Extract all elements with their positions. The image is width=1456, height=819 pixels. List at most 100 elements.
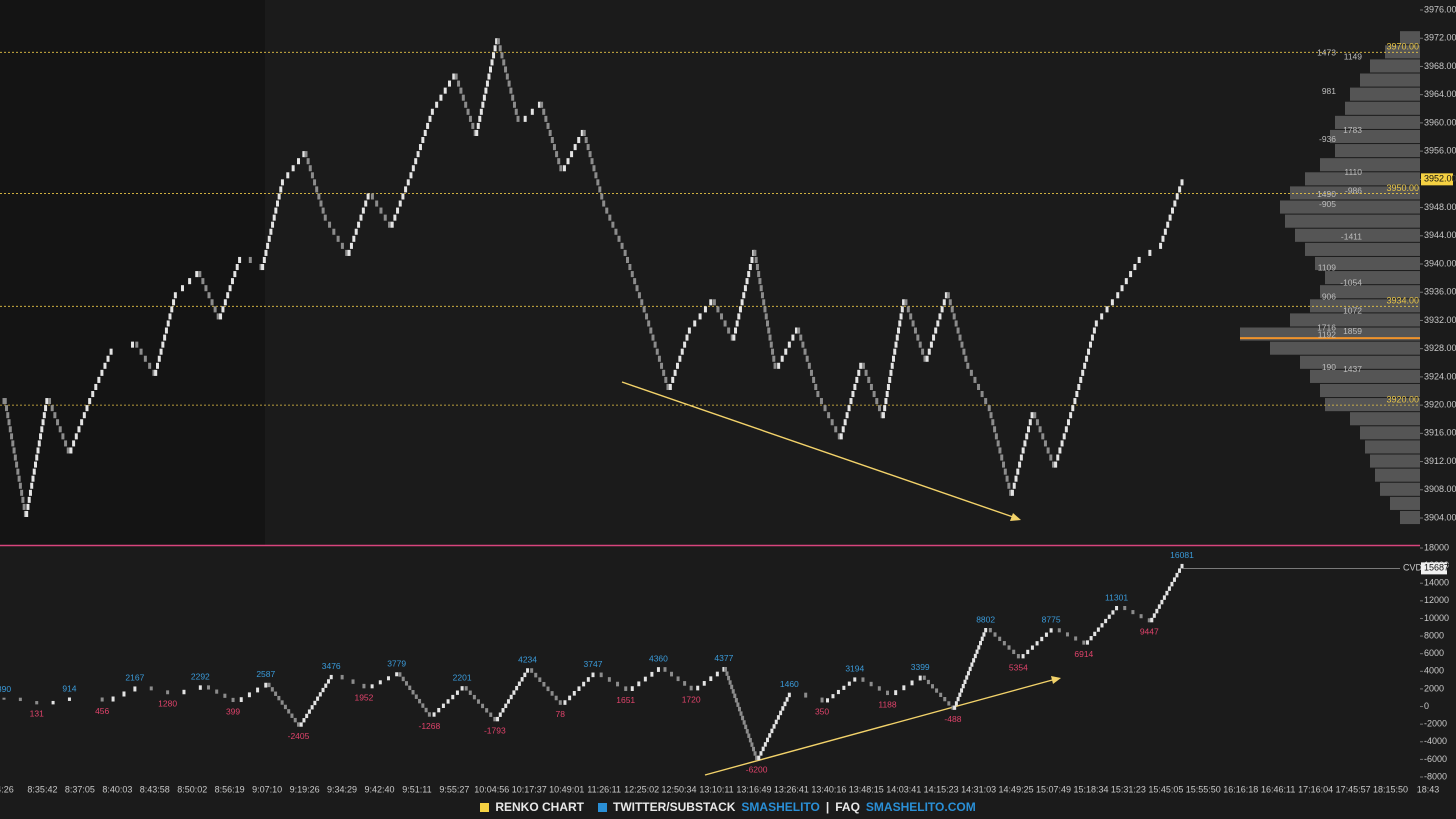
arrow: [621, 381, 1021, 521]
brick: [956, 327, 960, 334]
brick: [313, 700, 317, 706]
brick: [842, 685, 846, 690]
footer-link[interactable]: SMASHELITO: [741, 800, 820, 814]
brick: [555, 151, 559, 158]
x-tick-label: 8:35:42: [27, 784, 57, 794]
brick: [884, 398, 888, 405]
brick: [1173, 200, 1177, 207]
x-tick-label: 9:42:40: [364, 784, 394, 794]
brick: [960, 341, 964, 348]
brick: [732, 334, 736, 341]
brick: [731, 689, 735, 694]
brick: [633, 278, 637, 285]
brick: [849, 398, 853, 405]
profile-bar: [1370, 454, 1420, 468]
brick: [1066, 419, 1070, 426]
brick: [683, 681, 687, 686]
brick: [32, 468, 36, 475]
brick: [853, 677, 857, 682]
brick: [1137, 256, 1141, 263]
brick: [759, 751, 763, 756]
brick: [696, 685, 700, 691]
brick: [1051, 461, 1055, 468]
brick: [617, 235, 621, 242]
brick: [221, 306, 225, 313]
brick: [1005, 475, 1009, 482]
brick: [85, 405, 89, 412]
brick: [550, 691, 554, 696]
brick: [814, 383, 818, 390]
brick: [797, 327, 801, 334]
brick: [13, 454, 17, 461]
cvd-value-label: 1460: [780, 679, 799, 689]
brick: [321, 207, 325, 214]
brick: [351, 679, 355, 684]
brick: [890, 362, 894, 369]
y-tick-label: 3932.00: [1424, 315, 1456, 325]
brick: [1139, 614, 1143, 619]
brick-run: [523, 101, 541, 122]
brick: [926, 679, 930, 685]
brick: [605, 207, 609, 214]
x-tick-label: 13:48:15: [849, 784, 884, 794]
brick: [734, 327, 738, 334]
profile-bar: [1400, 31, 1420, 45]
brick-run: [347, 193, 370, 256]
brick: [768, 733, 772, 738]
brick: [287, 709, 291, 714]
brick: [791, 334, 795, 341]
brick: [994, 433, 998, 440]
brick: [911, 320, 915, 327]
brick: [1175, 572, 1179, 578]
x-tick-label: 9:55:27: [439, 784, 469, 794]
brick: [188, 278, 192, 285]
profile-bar: [1290, 313, 1420, 327]
cvd-value-label: 2587: [256, 669, 275, 679]
brick: [1152, 613, 1156, 618]
brick: [163, 334, 167, 341]
brick-run: [299, 674, 333, 727]
brick: [823, 405, 827, 412]
brick: [550, 137, 554, 144]
brick: [635, 285, 639, 292]
brick: [2, 697, 6, 700]
brick-run: [496, 668, 530, 722]
brick-run: [804, 692, 824, 703]
profile-note: -936: [1319, 134, 1336, 144]
brick: [738, 306, 742, 313]
cvd-value-label: 456: [95, 706, 109, 716]
brick: [1026, 649, 1030, 655]
brick: [804, 692, 808, 698]
brick: [143, 355, 147, 362]
brick: [991, 419, 995, 426]
footer-text: TWITTER/SUBSTACK: [612, 800, 736, 814]
cvd-value-label: 6914: [1074, 649, 1093, 659]
profile-bar: [1315, 256, 1420, 271]
profile-bar: [1375, 468, 1420, 482]
brick: [383, 214, 387, 221]
profile-bar: [1270, 341, 1420, 355]
x-tick-label: 10:49:01: [549, 784, 584, 794]
brick: [1043, 440, 1047, 447]
brick: [512, 101, 516, 108]
brick: [481, 101, 485, 108]
brick: [357, 221, 361, 228]
footer-link[interactable]: SMASHELITO.COM: [865, 800, 976, 814]
brick: [630, 686, 634, 691]
brick: [501, 708, 505, 713]
x-tick-label: 9:19:26: [290, 784, 320, 794]
brick: [831, 694, 835, 699]
brick: [1054, 461, 1058, 468]
profile-note: 1716: [1317, 322, 1336, 332]
brick: [747, 271, 751, 278]
brick: [544, 115, 548, 122]
brick: [1111, 610, 1115, 615]
brick: [1090, 334, 1094, 341]
brick: [157, 355, 161, 362]
brick: [1168, 214, 1172, 221]
brick: [772, 724, 776, 729]
brick: [283, 704, 287, 710]
brick: [740, 299, 744, 306]
brick: [1075, 391, 1079, 398]
